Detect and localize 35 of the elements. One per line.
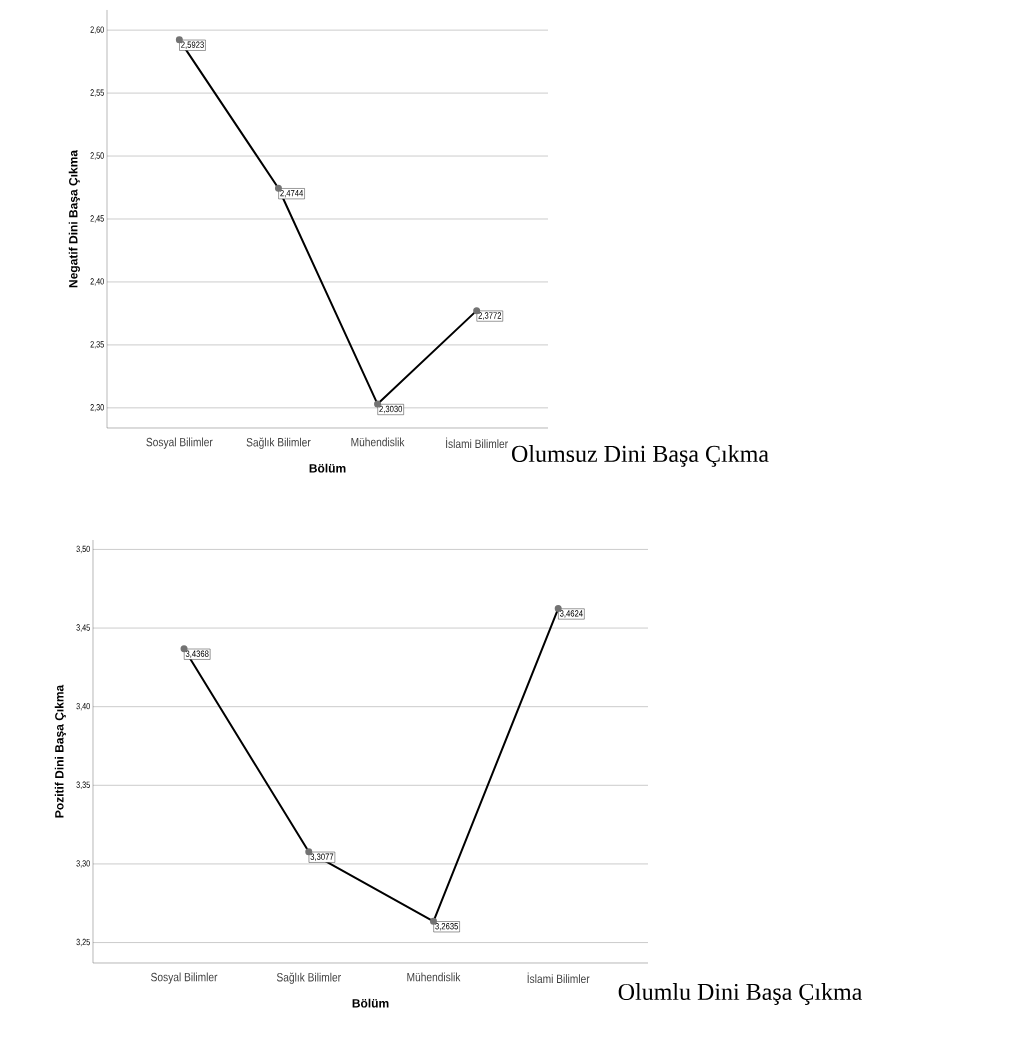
y-tick-label: 3,45: [76, 624, 90, 632]
x-tick-label: İslami Bilimler: [527, 972, 590, 984]
y-axis-title: Negatif Dini Başa Çıkma: [68, 149, 80, 288]
y-axis-title: Pozitif Dini Başa Çıkma: [54, 684, 66, 818]
data-label: 2,3772: [478, 312, 502, 320]
y-tick-label: 3,30: [76, 860, 90, 868]
x-tick-label: Sağlık Bilimler: [246, 437, 311, 449]
x-tick-label: Mühendislik: [351, 437, 405, 447]
y-tick-label: 3,40: [76, 702, 90, 711]
x-axis-title: Bölüm: [352, 998, 389, 1008]
y-tick-label: 2,60: [90, 26, 104, 34]
data-label: 3,4368: [185, 650, 209, 658]
data-label: 2,5923: [181, 41, 204, 49]
y-tick-label: 2,45: [90, 215, 104, 223]
y-tick-label: 2,30: [90, 404, 104, 412]
x-tick-label: Sosyal Bilimler: [146, 437, 213, 449]
x-tick-label: Sosyal Bilimler: [151, 972, 218, 984]
y-tick-label: 2,35: [90, 341, 104, 349]
data-label: 2,3030: [379, 405, 403, 414]
text: Olumlu Dini Başa Çıkma: [618, 983, 863, 1005]
y-tick-label: 2,50: [90, 152, 104, 160]
data-label: 3,3077: [310, 853, 334, 861]
x-tick-label: Mühendislik: [407, 972, 461, 982]
y-tick-label: 2,40: [90, 278, 104, 286]
data-label: 2,4744: [280, 189, 304, 198]
y-tick-label: 3,50: [76, 545, 90, 554]
x-axis-title: Bölüm: [309, 463, 346, 473]
x-tick-label: İslami Bilimler: [446, 437, 508, 449]
y-tick-label: 3,25: [76, 938, 90, 947]
x-tick-label: Sağlık Bilimler: [276, 972, 341, 984]
data-label: 3,2635: [435, 923, 459, 931]
y-tick-label: 3,35: [76, 781, 90, 790]
text: Olumsuz Dini Başa Çıkma: [512, 445, 769, 467]
y-tick-label: 2,55: [90, 89, 104, 97]
data-label: 3,4624: [559, 610, 583, 618]
